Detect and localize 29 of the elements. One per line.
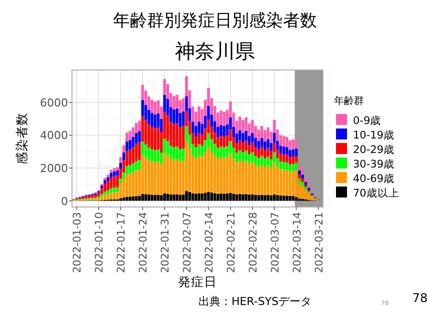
y-tick-label: 4000 [40, 129, 68, 142]
y-tick-label: 6000 [40, 96, 68, 110]
x-tick-label: 2022-02-28 [247, 212, 260, 274]
legend-label: 10-19歳 [353, 128, 395, 142]
x-tick-label: 2022-02-14 [203, 212, 216, 274]
y-axis-title: 感染者数 [14, 112, 29, 164]
x-tick-label: 2022-01-31 [160, 212, 172, 274]
source-note: 出典：HER-SYSデータ [198, 295, 312, 308]
x-tick-label: 2022-03-14 [291, 212, 304, 274]
legend-label: 30-39歳 [353, 158, 395, 170]
legend-label: 40-69歳 [353, 172, 395, 185]
legend-label: 20-29歳 [353, 143, 395, 156]
x-tick-label: 2022-02-21 [225, 212, 238, 274]
x-axis-title: 発症日 [178, 274, 217, 289]
text: 78 [412, 291, 427, 305]
legend-label: 0-9歳 [353, 114, 382, 127]
y-tick-label: 0 [61, 194, 68, 208]
legend-label: 70歳以上 [353, 186, 400, 200]
x-tick-label: 2022-01-24 [138, 212, 150, 274]
x-tick-label: 2022-01-10 [94, 212, 106, 274]
y-tick-label: 2000 [40, 162, 68, 175]
x-tick-label: 2022-03-21 [313, 212, 326, 274]
x-tick-label: 2022-02-07 [182, 212, 194, 274]
x-tick-label: 2022-03-07 [269, 212, 282, 274]
chart-subtitle: 神奈川県 [175, 39, 255, 63]
chart-title: 年齢群別発症日別感染者数 [113, 11, 317, 31]
x-tick-label: 2022-01-17 [116, 212, 128, 274]
legend-title: 年齢群 [334, 95, 364, 107]
x-tick-label: 2022-01-03 [72, 212, 84, 274]
